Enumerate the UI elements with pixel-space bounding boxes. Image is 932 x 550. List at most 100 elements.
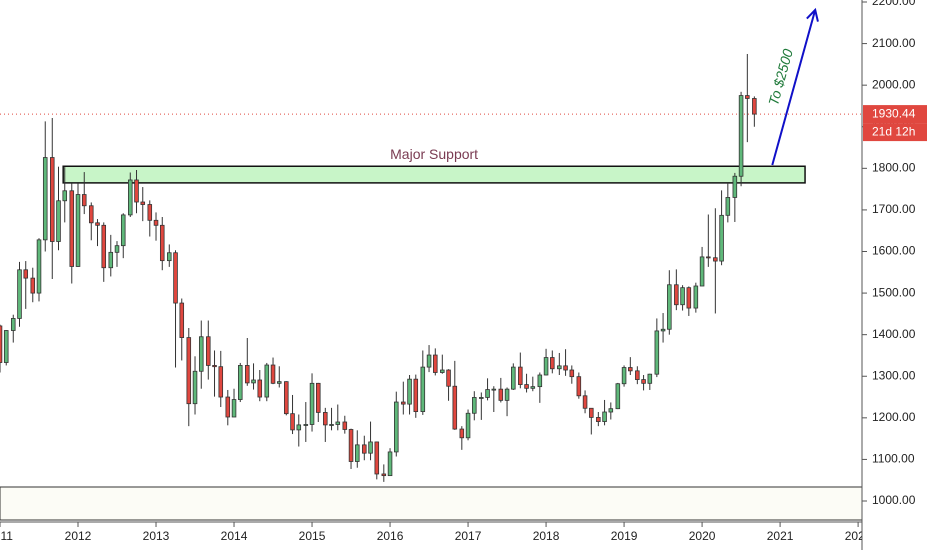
candle-body	[49, 157, 55, 242]
y-tick-label: 1400.00	[872, 327, 916, 341]
y-tick-label: 2100.00	[872, 36, 916, 50]
candle-body	[36, 239, 42, 294]
candle-body	[563, 365, 568, 371]
lower-pane	[0, 486, 863, 521]
candle-body	[374, 441, 380, 475]
candle-body	[602, 411, 607, 422]
candle-body	[329, 424, 334, 426]
candle-body	[245, 365, 250, 384]
candle-body	[81, 194, 87, 207]
candle-body	[557, 365, 562, 370]
candle-body	[198, 336, 204, 372]
y-tick-label: 1300.00	[872, 368, 916, 382]
candle-body	[192, 370, 198, 405]
candle-body	[667, 284, 672, 330]
candle-body	[42, 157, 48, 241]
candle-body	[745, 95, 750, 99]
candle-body	[725, 197, 731, 216]
candle-body	[596, 417, 601, 422]
x-tick-label: 2011	[0, 529, 13, 543]
candle-body	[660, 328, 666, 332]
x-tick-label: 2017	[455, 529, 482, 543]
candle-body	[674, 284, 679, 306]
candle-body	[342, 421, 348, 430]
candle-body	[738, 95, 744, 177]
candle-body	[713, 257, 718, 262]
candle-body	[680, 287, 685, 306]
candle-body	[284, 381, 289, 415]
candle-body	[485, 389, 490, 398]
candle-body	[628, 367, 633, 372]
candle-body	[472, 397, 477, 414]
candle-body	[511, 366, 516, 390]
candle-body	[440, 369, 445, 373]
candle-body	[69, 190, 75, 267]
support-zone	[62, 165, 806, 184]
candle-body	[179, 302, 185, 338]
y-tick-label: 1100.00	[872, 452, 915, 466]
candle-body	[147, 204, 153, 221]
x-tick-label: 2022	[845, 529, 872, 543]
candle-body	[101, 224, 107, 269]
candle-body	[543, 357, 549, 376]
candle-body	[348, 429, 354, 462]
candle-body	[153, 219, 159, 226]
candle-body	[394, 401, 399, 453]
y-tick-label: 1500.00	[872, 285, 916, 299]
y-tick-label: 1800.00	[872, 161, 916, 175]
candle-body	[323, 412, 328, 426]
candle-body	[120, 214, 126, 247]
candle-body	[686, 287, 692, 309]
candle-body	[296, 424, 302, 431]
candle-body	[368, 441, 373, 454]
candle-body	[706, 256, 711, 259]
x-tick-label: 2012	[65, 529, 92, 543]
candle-body	[186, 337, 192, 405]
x-tick-label: 2014	[221, 529, 248, 543]
y-tick-label: 2200.00	[872, 0, 916, 8]
candle-body	[309, 382, 315, 425]
candle-body	[264, 364, 270, 398]
candle-body	[693, 285, 699, 309]
candle-body	[569, 369, 575, 378]
candle-body	[206, 336, 211, 366]
x-tick-label: 2018	[533, 529, 560, 543]
candle-body	[290, 413, 295, 431]
candle-body	[237, 365, 243, 400]
candle-body	[257, 379, 263, 398]
candle-body	[433, 354, 438, 373]
candle-body	[479, 397, 484, 399]
candle-body	[335, 421, 341, 425]
candle-body	[128, 179, 133, 216]
candle-body	[576, 376, 582, 397]
candle-body	[537, 374, 543, 388]
countdown-box	[863, 123, 927, 142]
candle-body	[518, 366, 523, 385]
candle-body	[387, 451, 393, 477]
candle-body	[589, 407, 594, 418]
candle-body	[582, 395, 588, 409]
y-tick-label: 1600.00	[872, 244, 916, 258]
candle-body	[465, 412, 471, 439]
candle-body	[719, 214, 724, 262]
candle-body	[62, 190, 68, 202]
candle-body	[56, 200, 61, 242]
candle-body	[635, 370, 640, 380]
candle-body	[251, 379, 256, 384]
candle-body	[752, 98, 757, 115]
x-tick-label: 2021	[767, 529, 794, 543]
candle-body	[17, 269, 22, 319]
candle-body	[159, 224, 165, 262]
candle-body	[530, 386, 536, 389]
x-tick-label: 2015	[299, 529, 326, 543]
candle-body	[167, 252, 172, 262]
candle-body	[3, 330, 9, 363]
candle-body	[426, 354, 432, 368]
candle-body	[88, 205, 94, 224]
x-tick-label: 2020	[689, 529, 716, 543]
candle-body	[212, 365, 217, 368]
candle-body	[732, 175, 738, 198]
arrow-head	[806, 7, 819, 22]
